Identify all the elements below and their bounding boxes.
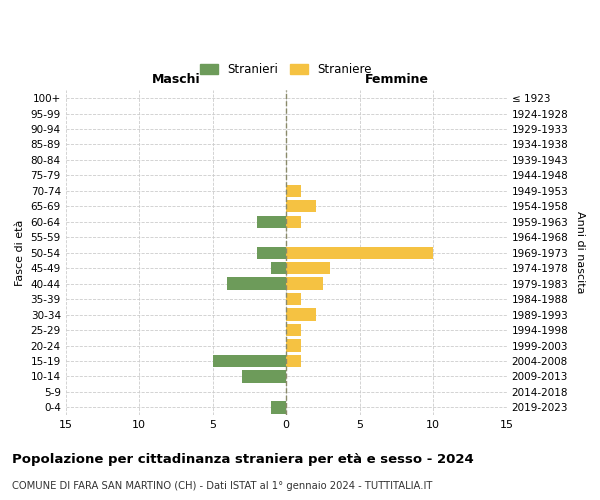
Text: Popolazione per cittadinanza straniera per età e sesso - 2024: Popolazione per cittadinanza straniera p… [12,452,474,466]
Text: Femmine: Femmine [364,72,428,86]
Bar [286,262,331,274]
Bar [286,246,433,259]
Legend: Stranieri, Straniere: Stranieri, Straniere [194,57,378,82]
Bar [257,246,286,259]
Bar [227,278,286,290]
Y-axis label: Fasce di età: Fasce di età [15,220,25,286]
Bar [286,293,301,306]
Bar [286,355,301,367]
Bar [286,340,301,351]
Bar [257,216,286,228]
Bar [271,401,286,413]
Y-axis label: Anni di nascita: Anni di nascita [575,212,585,294]
Bar [242,370,286,382]
Bar [286,324,301,336]
Bar [212,355,286,367]
Bar [286,216,301,228]
Bar [286,200,316,212]
Bar [286,308,316,321]
Bar [271,262,286,274]
Text: Maschi: Maschi [152,72,200,86]
Bar [286,184,301,197]
Bar [286,278,323,290]
Text: COMUNE DI FARA SAN MARTINO (CH) - Dati ISTAT al 1° gennaio 2024 - TUTTITALIA.IT: COMUNE DI FARA SAN MARTINO (CH) - Dati I… [12,481,433,491]
